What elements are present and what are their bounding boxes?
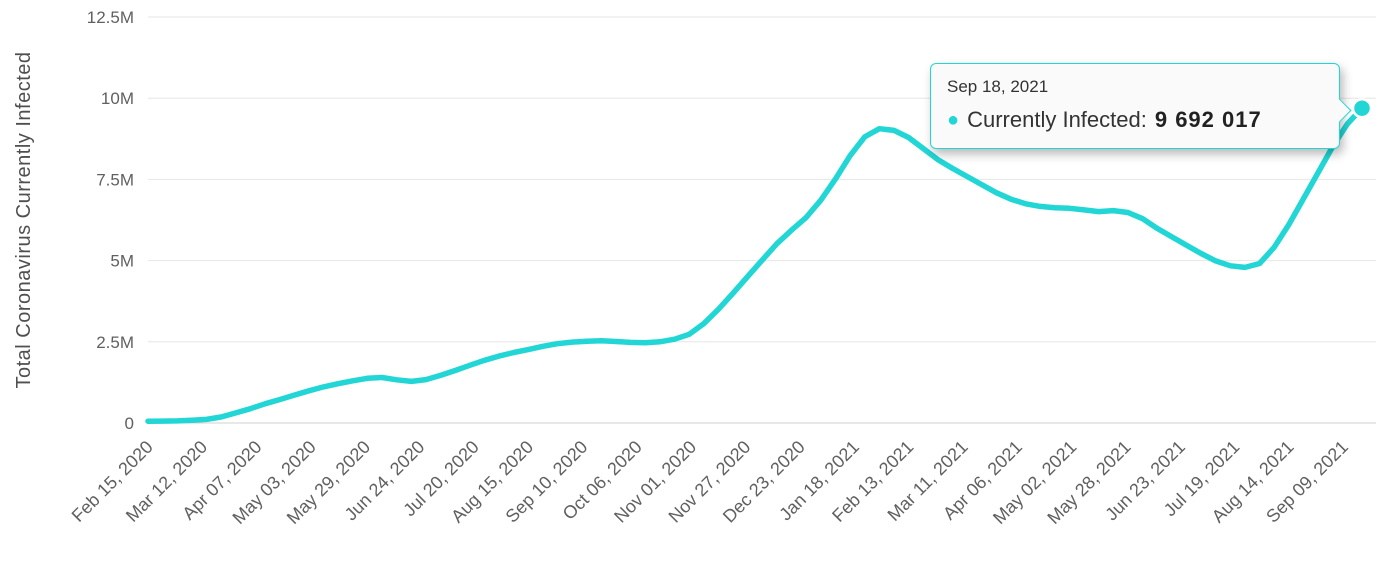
y-axis-tick-label: 10M <box>101 89 134 108</box>
series-marker-icon: ● <box>947 109 960 131</box>
tooltip-body: ● Currently Infected: 9 692 017 <box>947 107 1319 133</box>
y-axis-tick-label: 2.5M <box>96 333 134 352</box>
y-axis-tick-label: 12.5M <box>87 8 134 27</box>
y-axis-title: Total Coronavirus Currently Infected <box>13 51 35 388</box>
y-axis-tick-label: 5M <box>110 252 134 271</box>
series-endpoint-marker[interactable] <box>1351 97 1373 119</box>
y-axis-tick-label: 0 <box>125 414 134 433</box>
tooltip-series-label: Currently Infected: <box>967 107 1147 132</box>
series-line[interactable] <box>145 105 1365 424</box>
y-axis: 0 2.5M 5M 7.5M 10M 12.5M <box>87 8 134 433</box>
tooltip-date: Sep 18, 2021 <box>947 77 1049 96</box>
tooltip-value: 9 692 017 <box>1154 107 1262 132</box>
y-axis-tick-label: 7.5M <box>96 170 134 189</box>
chart-tooltip: Sep 18, 2021 ● Currently Infected: 9 692… <box>930 63 1352 149</box>
